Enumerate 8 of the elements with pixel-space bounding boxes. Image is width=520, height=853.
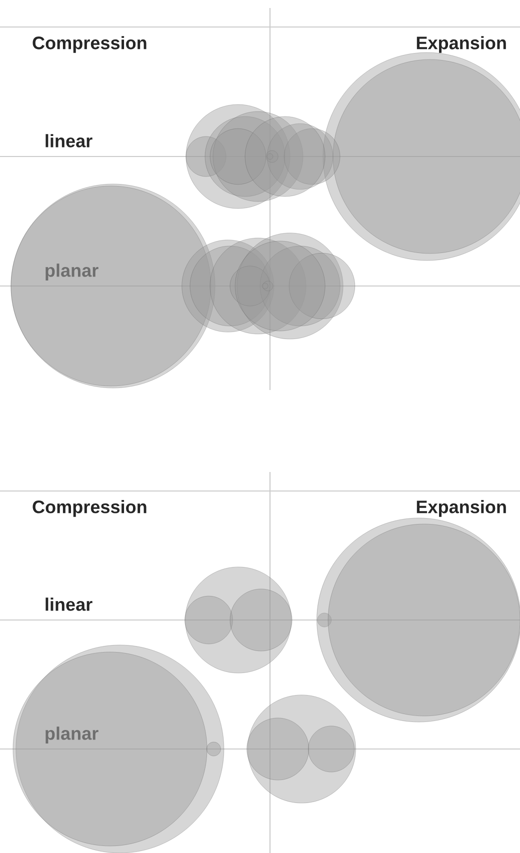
annotation: Expansion <box>416 500 506 517</box>
annotation: Compression <box>32 36 146 53</box>
annotation: Expansion <box>416 36 506 53</box>
y-tick-label: planar <box>46 726 98 744</box>
annotation: Compression <box>32 500 146 517</box>
y-tick-label: planar <box>46 264 98 280</box>
y-tick-label: linear <box>46 134 92 148</box>
y-tick-label: linear <box>46 598 92 611</box>
